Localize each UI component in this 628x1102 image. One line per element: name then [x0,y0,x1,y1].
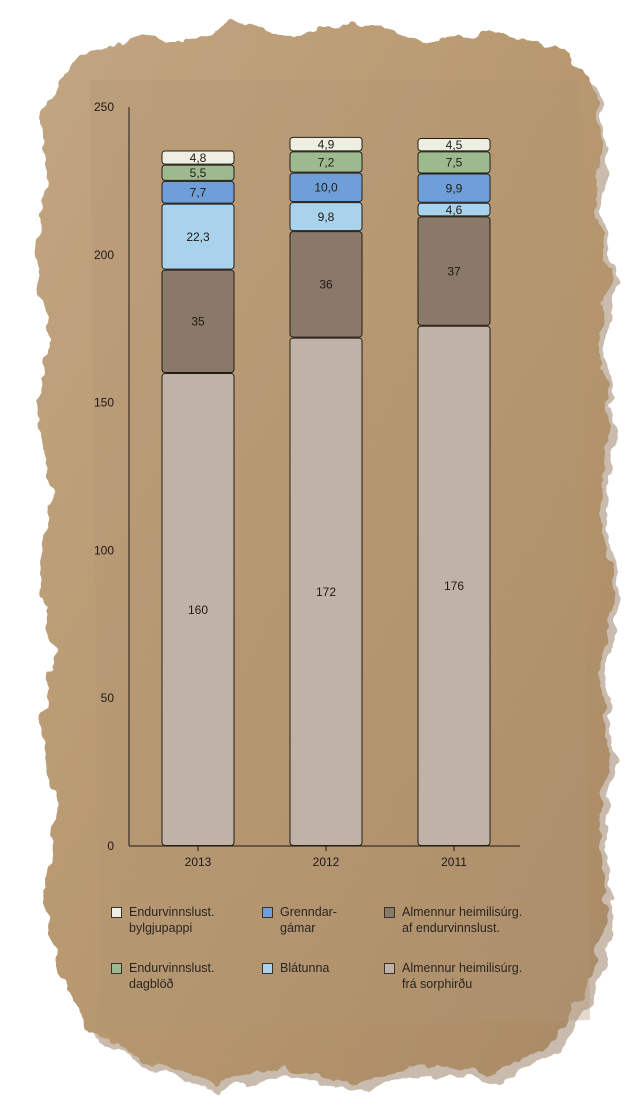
bar-segment [417,138,491,152]
bar-segment [161,269,235,374]
bar-segment [161,150,235,165]
data-label: 22,3 [186,230,210,244]
data-label: 4,6 [446,203,463,217]
bar-segment [161,203,235,270]
data-label: 172 [316,585,336,599]
data-label: 4,8 [190,151,207,165]
data-label: 4,5 [446,138,463,152]
data-label: 7,2 [318,155,335,169]
data-label: 7,7 [190,186,207,200]
data-label: 9,8 [318,210,335,224]
data-label: 7,5 [446,156,463,170]
chart-axes: 0 50 100 150 200 250 2013 2012 2011 [94,100,520,869]
bar-segment [289,151,363,173]
data-label: 10,0 [314,181,338,195]
x-tick-label: 2013 [185,855,212,869]
data-label: 9,9 [446,181,463,195]
bar-segment [417,216,491,326]
y-tick-label: 0 [107,839,114,853]
y-tick-label: 250 [94,100,114,114]
chart-bars [161,136,491,846]
data-label: 5,5 [190,166,207,180]
data-label: 176 [444,579,464,593]
x-tick-label: 2011 [441,855,467,869]
data-label: 37 [447,264,461,278]
bar-segment [417,202,491,217]
bar-segment [289,136,363,152]
chart-data-labels: 160 35 22,3 7,7 5,54,8 172 36 9,8 10,0 7,2 4,9 176 3… [186,137,464,616]
bar-segment [417,151,491,174]
y-tick-label: 100 [94,543,114,557]
bar-segment [289,337,363,846]
data-label: 4,9 [318,137,335,151]
data-label: 160 [188,603,208,617]
y-tick-label: 200 [94,248,114,262]
bar-segment [289,172,363,203]
bar-segment [161,180,235,204]
bar-segment [417,325,491,846]
bar-segment [161,164,235,181]
bar-segment [161,373,235,846]
bar-segment [289,202,363,232]
bar-segment [417,173,491,203]
y-tick-label: 50 [101,691,115,705]
data-label: 35 [191,315,205,329]
bar-segment [289,231,363,338]
x-tick-label: 2012 [313,855,340,869]
data-label: 36 [319,278,333,292]
y-tick-label: 150 [94,396,114,410]
